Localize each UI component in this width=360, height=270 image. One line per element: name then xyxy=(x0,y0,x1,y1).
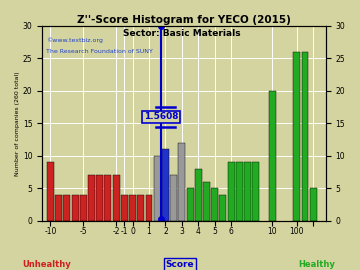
Bar xyxy=(162,149,169,221)
Bar xyxy=(137,195,144,221)
Bar xyxy=(178,143,185,221)
Bar xyxy=(203,182,210,221)
Bar xyxy=(145,195,153,221)
Bar xyxy=(310,188,317,221)
Bar xyxy=(293,52,300,221)
Bar xyxy=(113,175,120,221)
Text: Sector: Basic Materials: Sector: Basic Materials xyxy=(123,29,240,38)
Text: The Research Foundation of SUNY: The Research Foundation of SUNY xyxy=(46,49,153,53)
Text: 1.5608: 1.5608 xyxy=(144,112,179,121)
Bar xyxy=(228,162,235,221)
Bar xyxy=(154,156,161,221)
Bar xyxy=(211,188,218,221)
Text: ©www.textbiz.org: ©www.textbiz.org xyxy=(46,38,103,43)
Y-axis label: Number of companies (260 total): Number of companies (260 total) xyxy=(15,71,20,176)
Bar xyxy=(80,195,87,221)
Bar xyxy=(88,175,95,221)
Bar xyxy=(96,175,103,221)
Bar xyxy=(72,195,78,221)
Text: Healthy: Healthy xyxy=(298,260,335,269)
Text: Unhealthy: Unhealthy xyxy=(22,260,71,269)
Bar xyxy=(252,162,259,221)
Text: Score: Score xyxy=(166,260,194,269)
Bar xyxy=(104,175,112,221)
Bar xyxy=(236,162,243,221)
Bar xyxy=(129,195,136,221)
Bar xyxy=(47,162,54,221)
Title: Z''-Score Histogram for YECO (2015): Z''-Score Histogram for YECO (2015) xyxy=(77,15,291,25)
Bar xyxy=(195,169,202,221)
Bar xyxy=(302,52,309,221)
Bar xyxy=(244,162,251,221)
Bar xyxy=(269,91,276,221)
Bar xyxy=(55,195,62,221)
Bar xyxy=(186,188,194,221)
Bar xyxy=(170,175,177,221)
Bar xyxy=(121,195,128,221)
Bar xyxy=(219,195,226,221)
Bar xyxy=(63,195,70,221)
